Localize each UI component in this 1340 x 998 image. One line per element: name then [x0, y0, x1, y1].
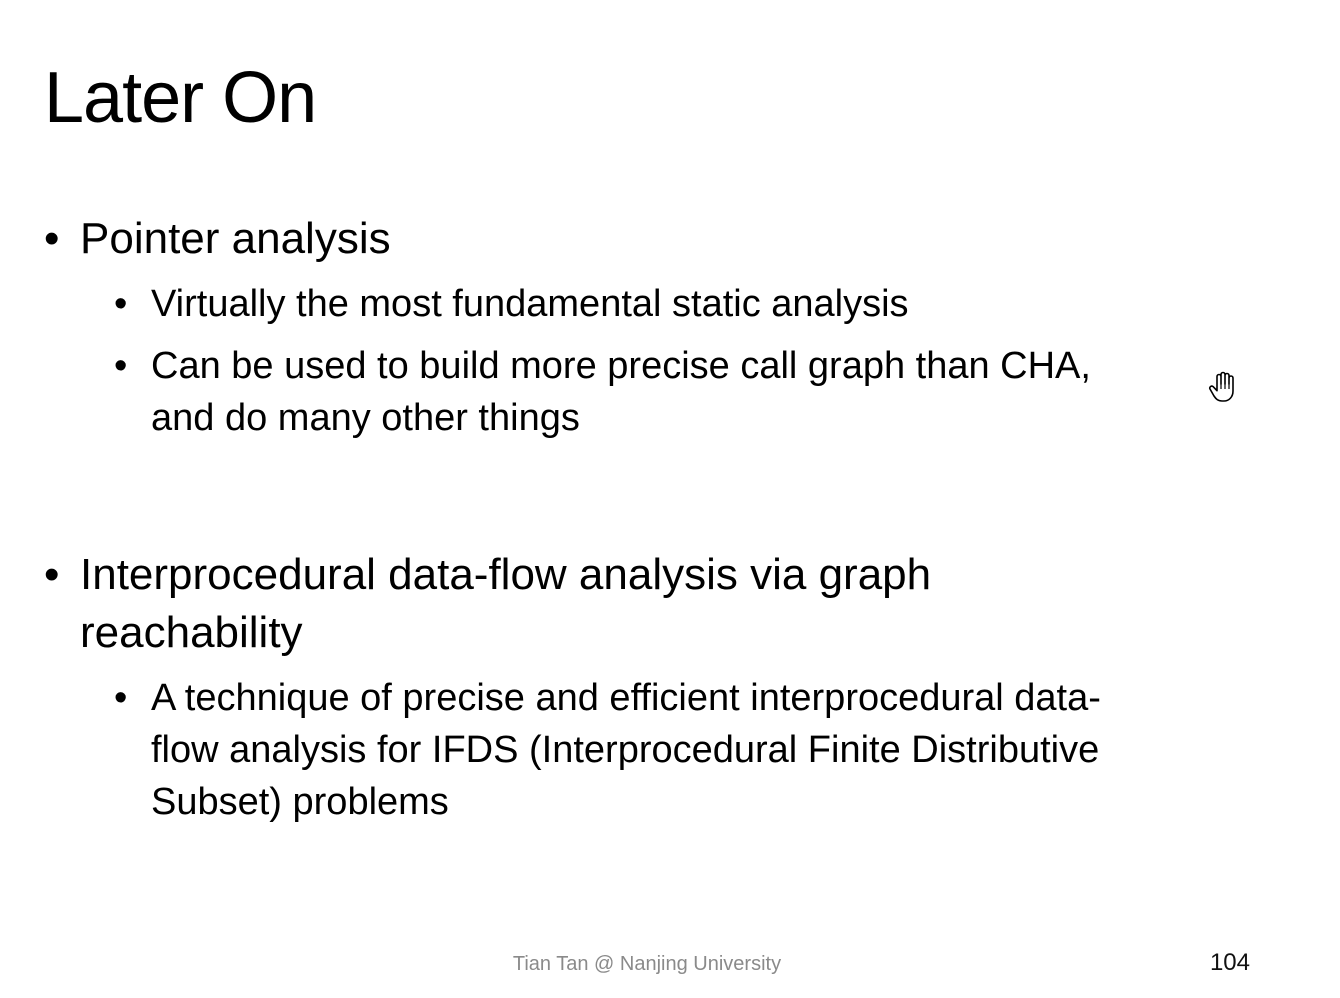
- bullet-pointer-analysis: • Pointer analysis: [44, 210, 1194, 268]
- subbullet-text: Virtually the most fundamental static an…: [151, 283, 909, 325]
- subbullet-call-graph: • Can be used to build more precise call…: [114, 340, 1114, 444]
- hand-pointer-icon: [1208, 370, 1240, 404]
- subbullet-ifds: • A technique of precise and efficient i…: [114, 672, 1154, 828]
- subbullet-marker: •: [114, 283, 128, 325]
- slide-title: Later On: [44, 58, 317, 138]
- subbullet-text: A technique of precise and efficient int…: [151, 677, 1101, 823]
- subbullet-marker: •: [114, 677, 128, 719]
- bullet-text: Interprocedural data-flow analysis via g…: [80, 550, 932, 657]
- subbullet-fundamental: • Virtually the most fundamental static …: [114, 278, 1174, 330]
- subbullet-marker: •: [114, 345, 128, 387]
- bullet-marker: •: [44, 550, 60, 599]
- bullet-interprocedural: • Interprocedural data-flow analysis via…: [44, 546, 1104, 662]
- page-number: 104: [1209, 949, 1250, 976]
- bullet-text: Pointer analysis: [80, 214, 391, 263]
- subbullet-text: Can be used to build more precise call g…: [151, 345, 1091, 439]
- slide-footer: Tian Tan @ Nanjing University: [512, 953, 782, 975]
- bullet-marker: •: [44, 214, 60, 263]
